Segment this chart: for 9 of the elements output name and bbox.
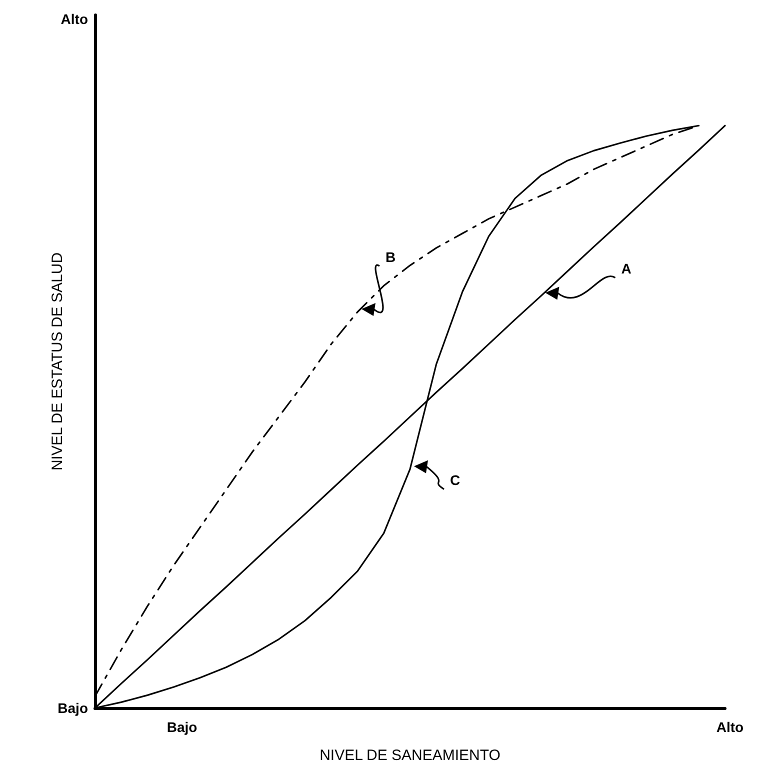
x-axis-title: NIVEL DE SANEAMIENTO (320, 747, 500, 764)
text: Alto (716, 719, 744, 735)
text: Bajo (58, 700, 88, 716)
text: A (621, 260, 632, 277)
legend-label: C (450, 472, 460, 488)
y-axis-title: NIVEL DE ESTATUS DE SALUD (49, 252, 66, 471)
text: Bajo (166, 719, 198, 735)
series-label: B (386, 249, 396, 265)
text: Alto (60, 11, 88, 27)
